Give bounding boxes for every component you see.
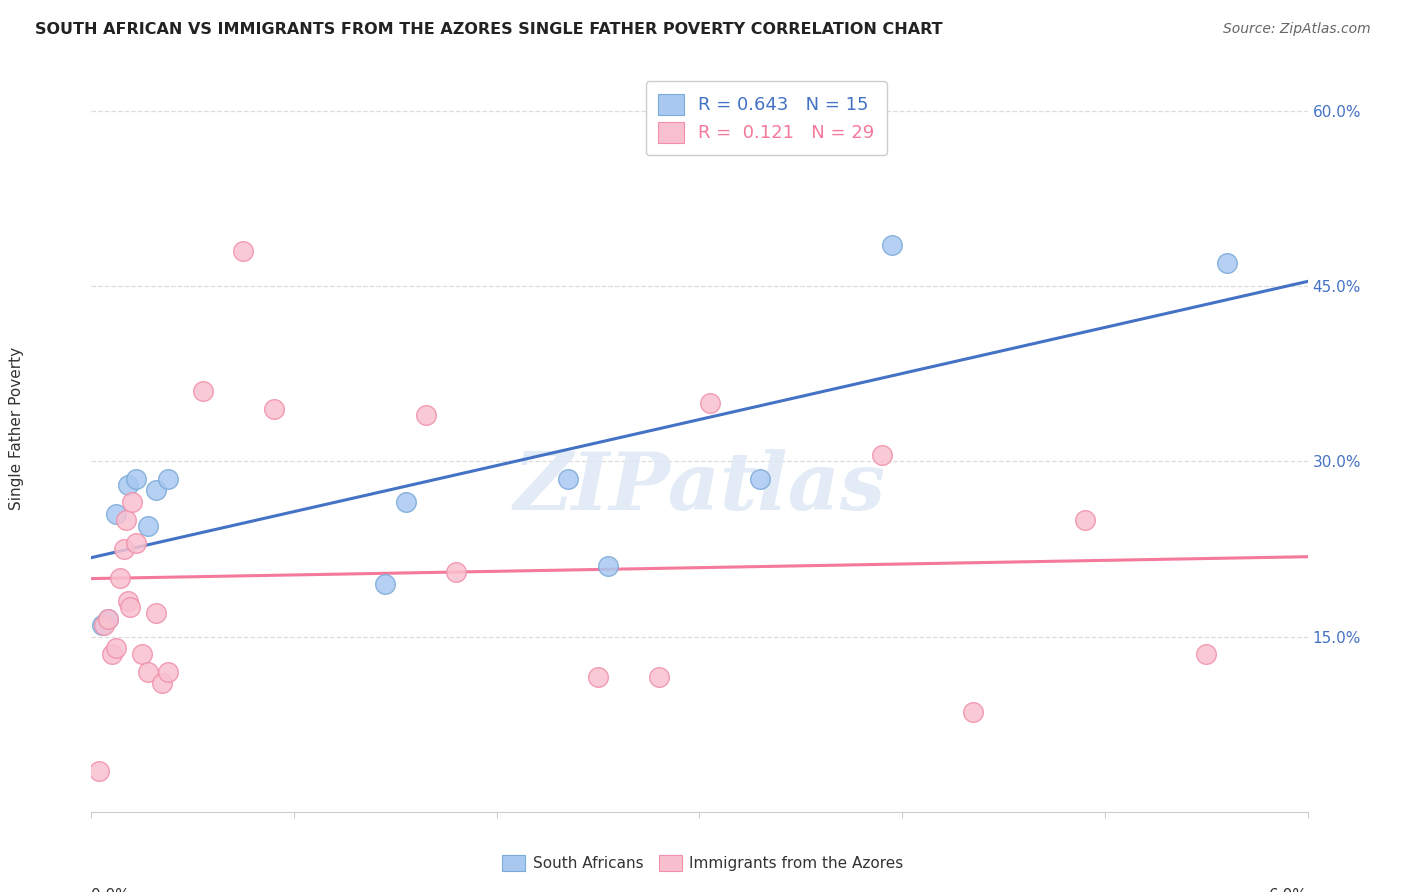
Point: [1215, 256, 1237, 270]
Point: [870, 449, 893, 463]
Point: [115, 513, 138, 527]
Point: [93, 617, 115, 632]
Point: [699, 396, 721, 410]
Point: [880, 238, 903, 252]
Point: [108, 571, 131, 585]
Point: [117, 594, 139, 608]
Point: [97, 612, 120, 626]
Point: [232, 244, 254, 258]
Point: [145, 483, 167, 498]
Point: [104, 641, 127, 656]
Point: [112, 541, 135, 556]
Point: [415, 408, 437, 422]
Point: [100, 647, 122, 661]
Text: ZIPatlas: ZIPatlas: [513, 450, 886, 526]
Point: [136, 518, 159, 533]
Point: [97, 612, 120, 626]
Point: [125, 472, 148, 486]
Legend: R = 0.643   N = 15, R =  0.121   N = 29: R = 0.643 N = 15, R = 0.121 N = 29: [645, 81, 887, 155]
Point: [90, 617, 112, 632]
Point: [263, 401, 285, 416]
Point: [118, 600, 141, 615]
Point: [374, 577, 396, 591]
Point: [444, 566, 467, 580]
Point: [749, 472, 772, 486]
Point: [131, 647, 153, 661]
Text: Source: ZipAtlas.com: Source: ZipAtlas.com: [1223, 22, 1371, 37]
Point: [157, 472, 180, 486]
Point: [150, 676, 173, 690]
Point: [191, 384, 214, 399]
Point: [962, 706, 984, 720]
Legend: South Africans, Immigrants from the Azores: South Africans, Immigrants from the Azor…: [496, 849, 910, 877]
Point: [157, 665, 180, 679]
Point: [598, 559, 620, 574]
Text: Single Father Poverty: Single Father Poverty: [10, 347, 24, 509]
Point: [648, 670, 671, 684]
Point: [1073, 513, 1095, 527]
Point: [586, 670, 609, 684]
Text: SOUTH AFRICAN VS IMMIGRANTS FROM THE AZORES SINGLE FATHER POVERTY CORRELATION CH: SOUTH AFRICAN VS IMMIGRANTS FROM THE AZO…: [35, 22, 943, 37]
Point: [117, 477, 139, 491]
Point: [121, 495, 143, 509]
Point: [104, 507, 127, 521]
Point: [394, 495, 416, 509]
Point: [557, 472, 579, 486]
Point: [125, 536, 148, 550]
Point: [89, 764, 111, 778]
Text: 6.0%: 6.0%: [1268, 888, 1308, 892]
Point: [136, 665, 159, 679]
Point: [1195, 647, 1218, 661]
Text: 0.0%: 0.0%: [91, 888, 131, 892]
Point: [145, 606, 167, 620]
